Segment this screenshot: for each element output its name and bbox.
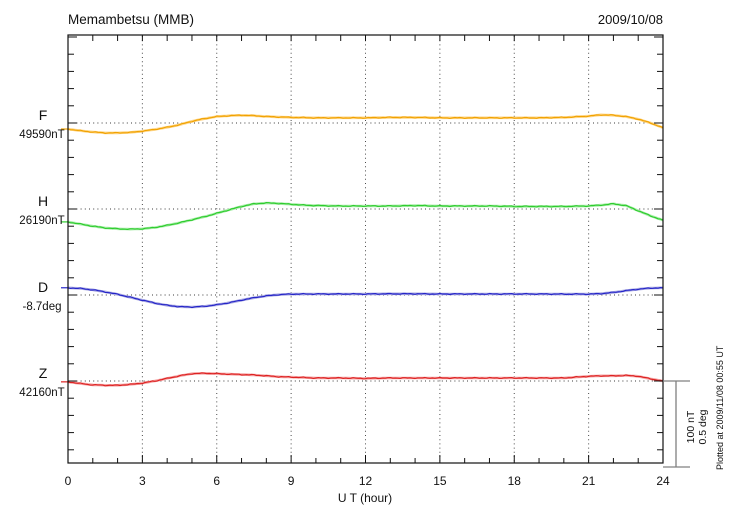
curve-Z-underlay: [67, 371, 664, 387]
x-tick-label: 0: [65, 474, 72, 488]
series-label-F: F: [39, 107, 48, 123]
series-basevalue-Z: 42160nT: [19, 387, 64, 399]
series-label-D: D: [38, 279, 48, 295]
curve-Z: [67, 372, 664, 387]
series-basevalue-D: -8.7deg: [22, 301, 61, 313]
scale-bar-label-nt: 100 nT: [685, 410, 697, 443]
x-tick-label: 3: [139, 474, 146, 488]
curve-D: [67, 287, 664, 309]
scale-bar-label-deg: 0.5 deg: [697, 409, 709, 444]
axis-ticks-layer: [68, 35, 663, 463]
plotted-at-note: Plotted at 2009/11/08 00:55 UT: [715, 345, 725, 470]
page-title: Memambetsu (MMB): [68, 12, 194, 27]
x-axis-label: U T (hour): [338, 491, 392, 505]
series-labels-layer: F 49590nT H 26190nT D -8.7deg Z 42160nT: [19, 107, 64, 399]
x-tick-label: 21: [582, 474, 596, 488]
gridlines-layer: [141, 36, 590, 462]
baselines-layer: [68, 122, 663, 382]
x-tick-label: 12: [359, 474, 373, 488]
plot-date: 2009/10/08: [598, 12, 663, 27]
x-tick-label: 9: [288, 474, 295, 488]
curve-F: [67, 114, 664, 134]
curve-H: [67, 202, 664, 230]
x-tick-label: 15: [433, 474, 447, 488]
series-label-H: H: [38, 193, 48, 209]
series-basevalue-F: 49590nT: [19, 129, 64, 141]
x-tick-label: 24: [656, 474, 670, 488]
curves-layer: [61, 113, 664, 387]
x-tick-label: 6: [213, 474, 220, 488]
scale-bar: [663, 380, 690, 468]
series-label-Z: Z: [39, 365, 48, 381]
x-tick-label: 18: [508, 474, 522, 488]
series-basevalue-H: 26190nT: [19, 215, 64, 227]
x-tick-labels-layer: 0 3 6 9 12 15 18 21 24: [65, 474, 670, 488]
